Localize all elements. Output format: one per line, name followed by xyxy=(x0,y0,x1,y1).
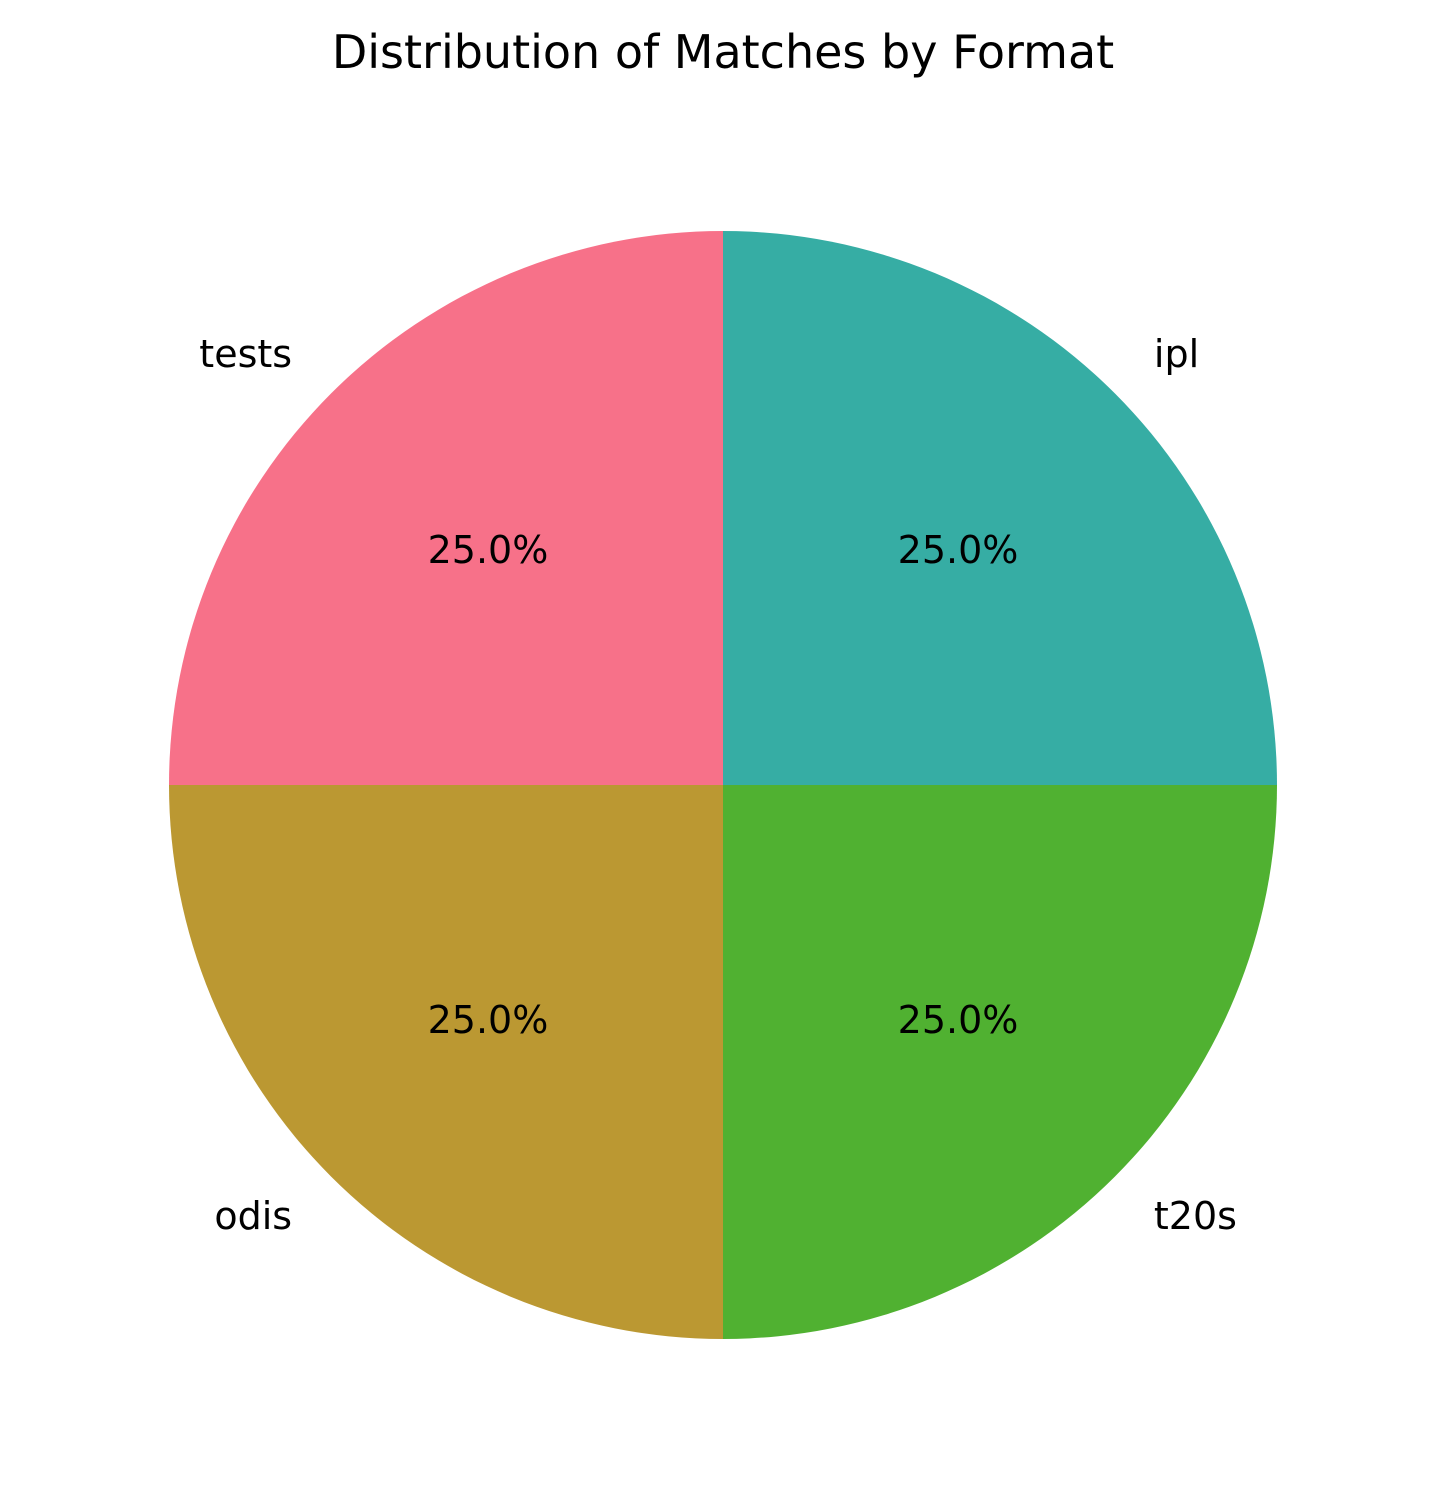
pie-slice-odis xyxy=(169,785,723,1339)
slice-label-ipl: ipl xyxy=(1154,332,1199,376)
slice-label-odis: odis xyxy=(214,1194,292,1238)
pie-slice-t20s xyxy=(723,785,1277,1339)
pie-slice-tests xyxy=(169,231,723,785)
slice-percent-tests: 25.0% xyxy=(428,528,549,572)
slice-percent-t20s: 25.0% xyxy=(898,998,1019,1042)
chart-title: Distribution of Matches by Format xyxy=(332,25,1114,79)
pie-labels: tests 25.0% odis 25.0% t20s 25.0% ipl 25.0% xyxy=(199,332,1237,1238)
slice-percent-ipl: 25.0% xyxy=(898,528,1019,572)
slice-label-tests: tests xyxy=(199,332,292,376)
pie-slice-ipl xyxy=(723,231,1277,785)
pie-slices xyxy=(169,231,1277,1339)
slice-percent-odis: 25.0% xyxy=(428,998,549,1042)
slice-label-t20s: t20s xyxy=(1154,1194,1237,1238)
